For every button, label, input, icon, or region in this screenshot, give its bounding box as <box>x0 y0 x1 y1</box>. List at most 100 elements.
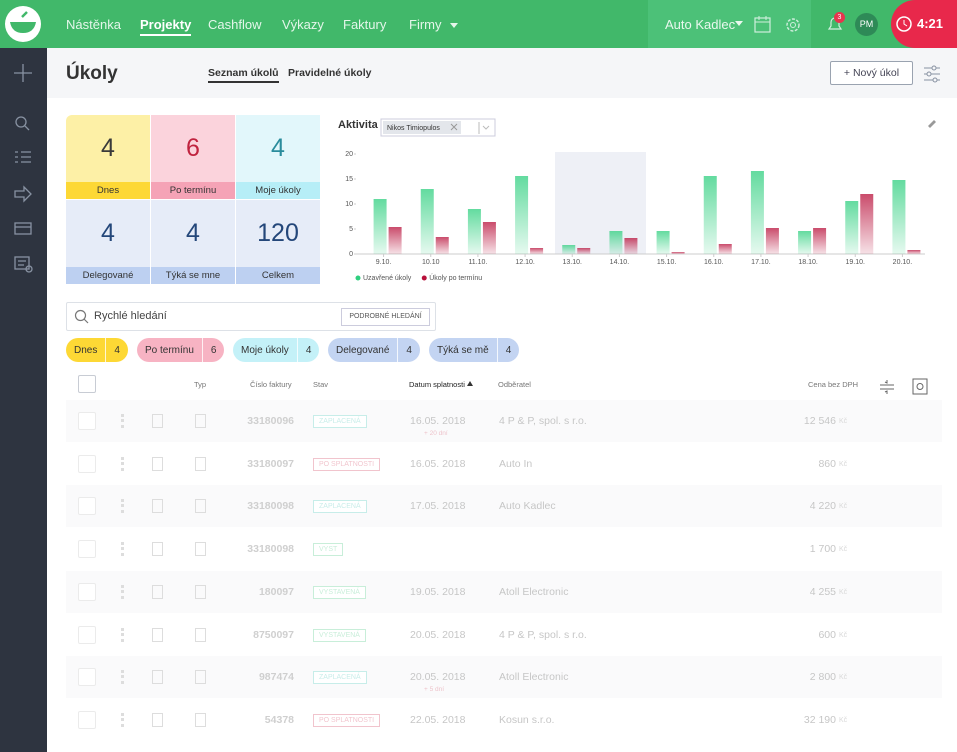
tab[interactable]: Seznam úkolů <box>208 67 279 83</box>
tile[interactable]: 120 Celkem <box>236 200 320 284</box>
logo[interactable] <box>0 0 47 48</box>
bar <box>845 201 859 254</box>
select-all-checkbox[interactable] <box>78 375 96 393</box>
status-badge: ZAPLACENÁ <box>313 671 367 685</box>
tile[interactable]: 4 Dnes <box>66 115 150 199</box>
nav-item[interactable]: Projekty <box>140 17 192 36</box>
user-avatar[interactable]: PM <box>855 13 878 36</box>
row-menu[interactable] <box>121 499 124 514</box>
due-date: 20.05. 2018 <box>410 628 466 641</box>
chip-count: 4 <box>296 338 320 362</box>
tile-label: Delegované <box>66 267 150 284</box>
filter-chip[interactable]: Delegované 4 <box>328 338 420 362</box>
nav-item[interactable]: Faktury <box>343 17 387 32</box>
customer: Kosun s.r.o. <box>499 713 555 726</box>
tile[interactable]: 6 Po termínu <box>151 115 235 199</box>
calendar-icon[interactable] <box>753 15 773 35</box>
filter-chip[interactable]: Týká se mě 4 <box>429 338 520 362</box>
row-menu[interactable] <box>121 627 124 642</box>
due-date: 20.05. 2018 <box>410 671 466 684</box>
row-checkbox[interactable] <box>78 412 96 430</box>
table-row <box>66 485 942 528</box>
x-tick-label: 20.10. <box>893 259 913 266</box>
pdf-icon[interactable] <box>152 584 163 599</box>
row-menu[interactable] <box>121 670 124 685</box>
filter-chip[interactable]: Dnes 4 <box>66 338 128 362</box>
pdf-icon[interactable] <box>152 456 163 471</box>
row-checkbox[interactable] <box>78 540 96 559</box>
pdf-icon[interactable] <box>152 627 163 642</box>
row-menu[interactable] <box>121 542 124 557</box>
advanced-search-button[interactable]: PODROBNÉ HLEDÁNÍ <box>341 308 430 326</box>
tile[interactable]: 4 Týká se mne <box>151 200 235 284</box>
status-badge: VYSTAVENÁ <box>313 585 366 599</box>
nav-item[interactable]: Cashflow <box>208 17 262 32</box>
pdf-icon[interactable] <box>152 712 163 727</box>
pdf-icon[interactable] <box>152 499 163 514</box>
bar <box>388 227 402 254</box>
sort-arrow <box>467 381 473 386</box>
notification-badge: 3 <box>834 12 845 23</box>
table-row <box>66 400 942 442</box>
nav-item[interactable]: Výkazy <box>282 17 324 32</box>
row-menu[interactable] <box>121 414 124 428</box>
settings-icon[interactable] <box>783 15 803 35</box>
tile[interactable]: 4 Moje úkoly <box>236 115 320 199</box>
column-header[interactable]: Odběratel <box>498 380 531 389</box>
column-header[interactable]: Cena bez DPH <box>808 380 859 389</box>
tile-label: Celkem <box>236 267 320 284</box>
column-header[interactable]: Číslo faktury <box>250 380 292 389</box>
amount: 2 800 <box>809 671 836 684</box>
tile[interactable]: 4 Delegované <box>66 200 150 284</box>
column-header[interactable]: Stav <box>313 380 329 389</box>
x-tick-label: 14.10. <box>610 259 630 266</box>
status-badge: ZAPLACENÁ <box>313 500 367 514</box>
filter-chip[interactable]: Po termínu 6 <box>137 338 225 362</box>
company[interactable]: Auto Kadlec <box>665 17 736 32</box>
filter-settings-icon[interactable] <box>922 64 942 84</box>
row-checkbox[interactable] <box>78 625 96 644</box>
row-checkbox[interactable] <box>78 582 96 601</box>
row-checkbox[interactable] <box>78 668 96 687</box>
row-checkbox[interactable] <box>78 497 96 516</box>
timer-box[interactable] <box>891 0 957 48</box>
filter-remove[interactable] <box>450 123 458 131</box>
bar <box>718 244 732 254</box>
row-menu[interactable] <box>121 584 124 599</box>
row-checkbox[interactable] <box>78 710 96 729</box>
nav-item[interactable]: Nástěnka <box>66 17 121 32</box>
filter-dropdown[interactable] <box>478 122 490 134</box>
currency: Kč <box>839 631 848 639</box>
row-checkbox[interactable] <box>78 454 96 473</box>
bar <box>435 237 449 254</box>
pdf-icon[interactable] <box>152 414 163 428</box>
column-header[interactable]: Typ <box>194 380 207 389</box>
search-placeholder: Rychlé hledání <box>94 310 167 322</box>
chart-edit-icon[interactable] <box>928 120 936 128</box>
row-menu[interactable] <box>121 456 124 471</box>
tile-count: 4 <box>101 134 115 162</box>
pdf-icon[interactable] <box>152 542 163 557</box>
row-menu[interactable] <box>121 712 124 727</box>
doc-icon <box>195 627 206 642</box>
doc-icon <box>195 584 206 599</box>
doc-icon <box>195 670 206 685</box>
activity-chart: Aktivita Nikos Timiopulos 0 5 10 15 20 9.10. 1… <box>338 118 936 282</box>
pdf-icon[interactable] <box>152 670 163 685</box>
due-date: 19.05. 2018 <box>410 585 466 598</box>
doc-icon <box>195 712 206 727</box>
column-header[interactable]: Datum splatnosti <box>409 380 465 389</box>
filter-tag-label: Nikos Timiopulos <box>387 125 440 132</box>
bar <box>577 248 591 254</box>
filter-chip[interactable]: Moje úkoly 4 <box>233 338 320 362</box>
x-tick-label: 18.10. <box>798 259 818 266</box>
search-box[interactable] <box>66 302 436 331</box>
tab[interactable]: Pravidelné úkoly <box>288 67 372 79</box>
customer: Atoll Electronic <box>499 585 569 598</box>
invoice-number: 33180098 <box>247 543 294 556</box>
bar <box>798 231 812 254</box>
new-task-button[interactable]: + Nový úkol <box>830 61 913 85</box>
bar <box>750 171 764 254</box>
invoice-number: 180097 <box>258 585 294 598</box>
nav-item[interactable]: Firmy <box>409 17 442 32</box>
